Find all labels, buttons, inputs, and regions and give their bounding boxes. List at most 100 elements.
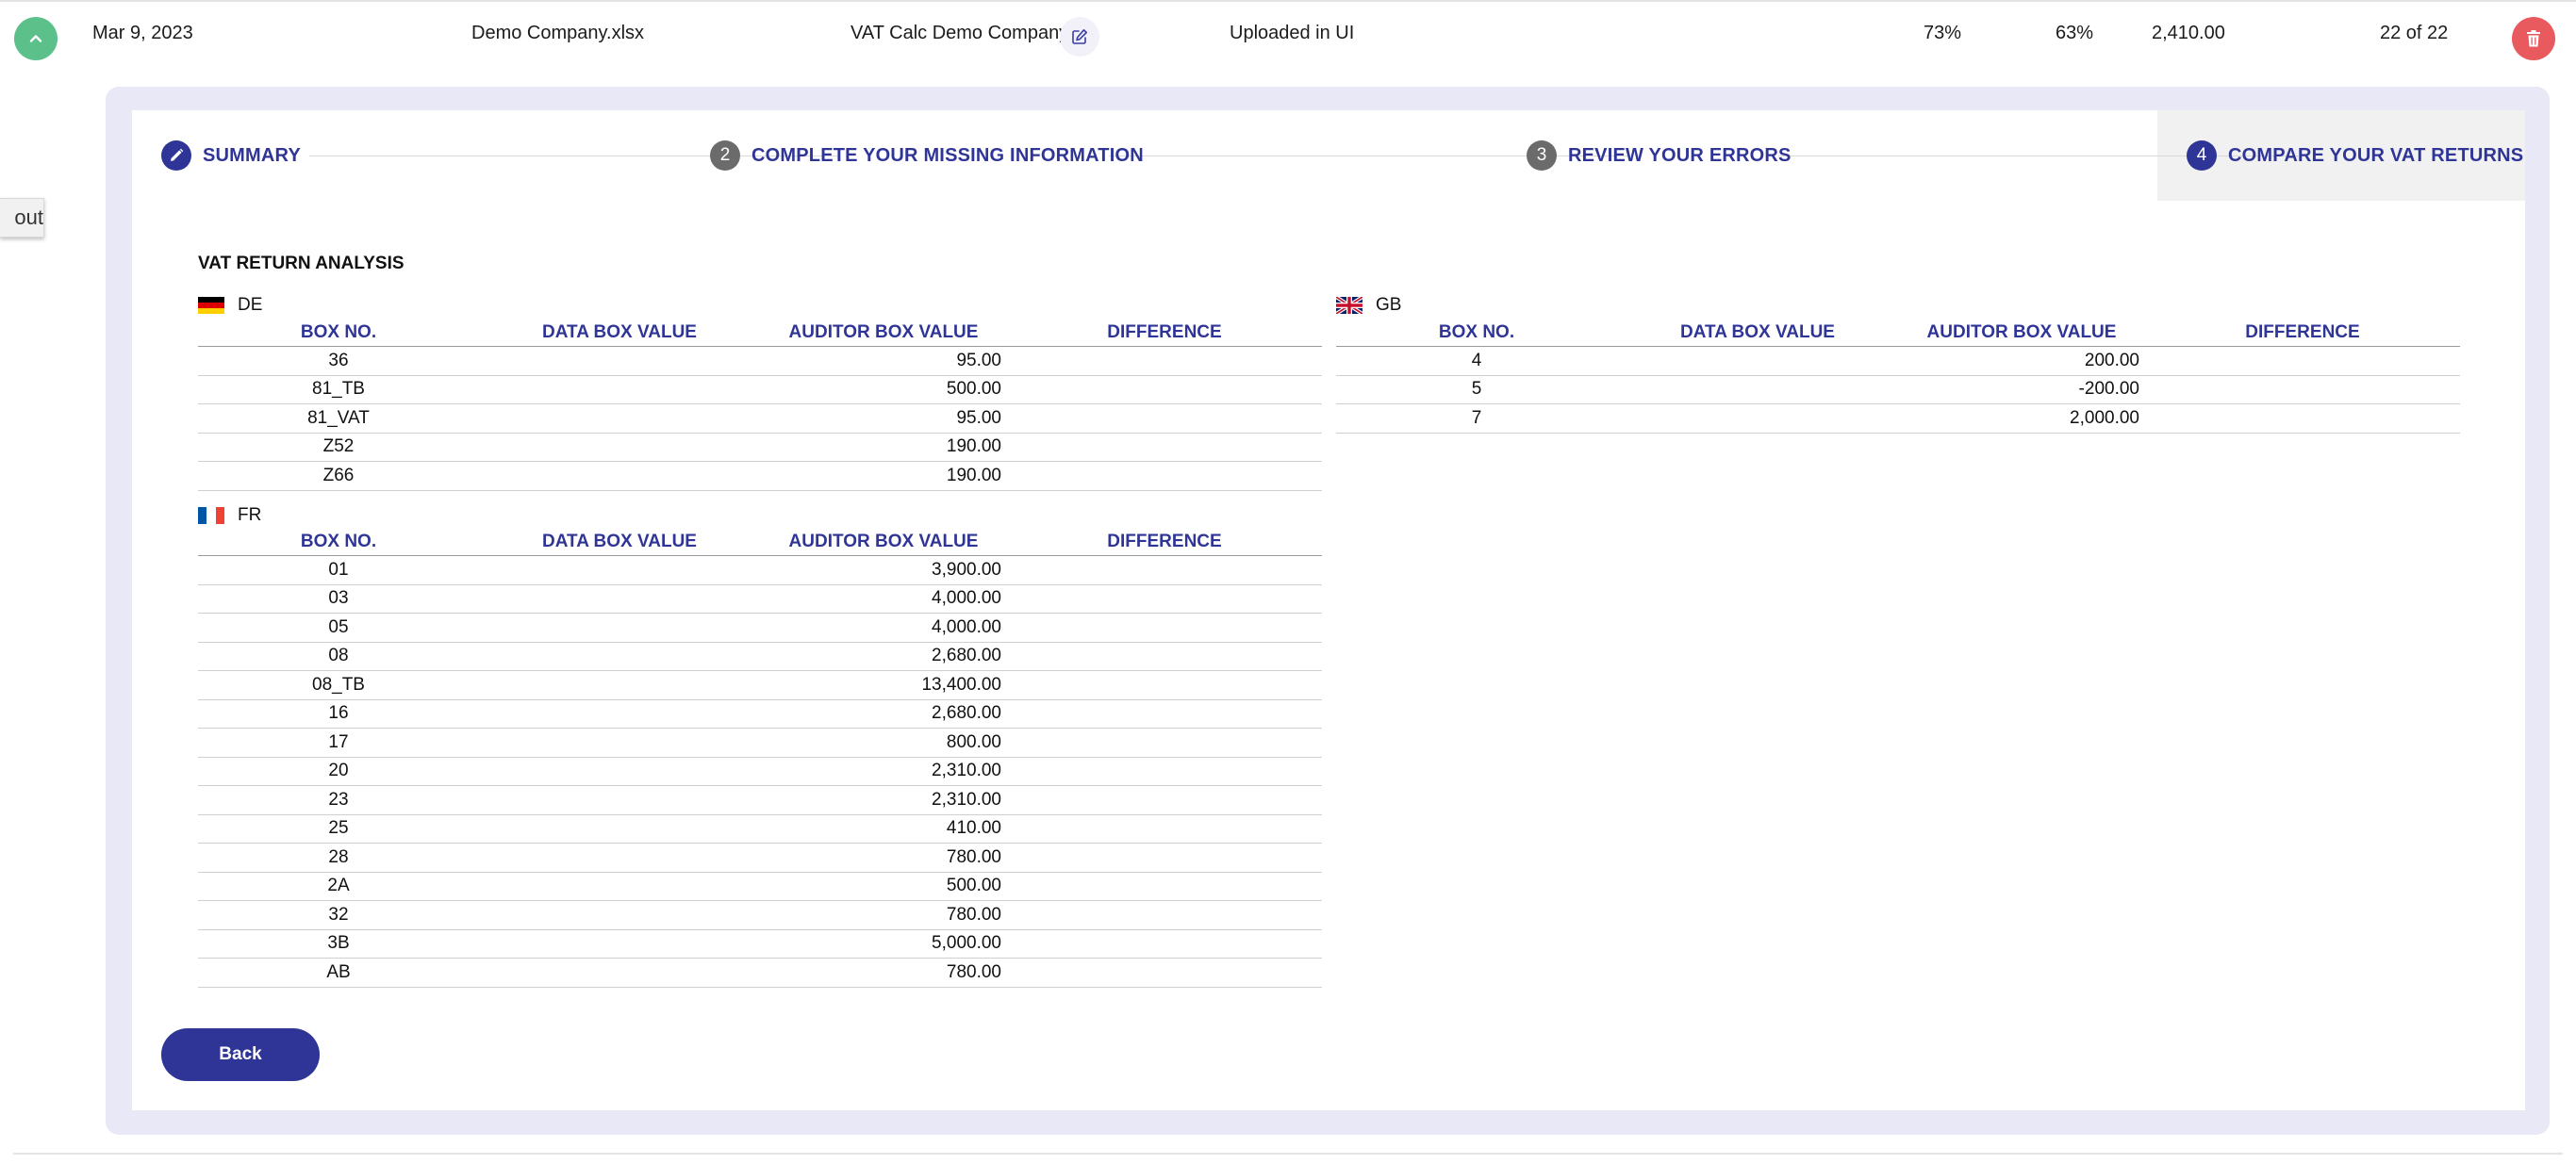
- table-row: 3B 5,000.00: [198, 929, 1322, 959]
- data-box-value-cell: [479, 958, 760, 988]
- difference-cell: [1007, 843, 1322, 873]
- box-number-cell: 3B: [198, 929, 479, 959]
- auditor-box-value-cell: 2,680.00: [760, 642, 1007, 671]
- country-code: DE: [238, 295, 263, 315]
- table-row: 36 95.00: [198, 346, 1322, 376]
- collapse-row-button[interactable]: [14, 17, 58, 60]
- auditor-box-value-cell: 190.00: [760, 433, 1007, 462]
- difference-cell: [1007, 872, 1322, 901]
- auditor-box-value-cell: 410.00: [760, 814, 1007, 844]
- table-row: 17 800.00: [198, 728, 1322, 758]
- step-label: COMPARE YOUR VAT RETURNS: [2228, 144, 2524, 166]
- data-box-value-cell: [479, 461, 760, 491]
- auditor-box-value-cell: 780.00: [760, 958, 1007, 988]
- table-row: 2A 500.00: [198, 872, 1322, 901]
- country-fr: FR: [198, 505, 261, 526]
- step-complete-missing-information[interactable]: 2 COMPLETE YOUR MISSING INFORMATION: [710, 110, 1144, 201]
- france-flag-icon: [198, 507, 224, 524]
- box-number-cell: 2A: [198, 872, 479, 901]
- column-header: BOX NO.: [198, 320, 479, 347]
- step-label: SUMMARY: [203, 144, 301, 166]
- germany-flag-icon: [198, 297, 224, 314]
- percent-one: 73%: [1924, 23, 1962, 43]
- country-code: FR: [238, 505, 262, 525]
- vat-table-gb: BOX NO. DATA BOX VALUE AUDITOR BOX VALUE…: [1336, 320, 2460, 434]
- column-header: DIFFERENCE: [2145, 320, 2460, 347]
- trash-icon: [2527, 30, 2540, 47]
- step-label: COMPLETE YOUR MISSING INFORMATION: [751, 144, 1144, 166]
- difference-cell: [1007, 757, 1322, 786]
- data-box-value-cell: [479, 699, 760, 729]
- side-tab[interactable]: out: [0, 198, 44, 238]
- table-header-row: BOX NO. DATA BOX VALUE AUDITOR BOX VALUE…: [198, 320, 1322, 347]
- difference-cell: [2145, 375, 2460, 404]
- table-row: 5 -200.00: [1336, 375, 2460, 404]
- difference-cell: [1007, 584, 1322, 614]
- difference-cell: [1007, 403, 1322, 434]
- delete-row-button[interactable]: [2512, 17, 2555, 60]
- table-row: 28 780.00: [198, 843, 1322, 873]
- table-row: 81_VAT 95.00: [198, 403, 1322, 434]
- percent-two: 63%: [2056, 23, 2094, 43]
- detail-content: SUMMARY 2 COMPLETE YOUR MISSING INFORMAT…: [132, 110, 2525, 1110]
- edit-company-button[interactable]: [1060, 17, 1099, 57]
- auditor-box-value-cell: 4,000.00: [760, 613, 1007, 643]
- box-number-cell: 25: [198, 814, 479, 844]
- column-header: DIFFERENCE: [1007, 529, 1322, 556]
- auditor-box-value-cell: 500.00: [760, 872, 1007, 901]
- step-number: 2: [710, 140, 740, 171]
- pencil-icon: [161, 140, 191, 171]
- upload-date: Mar 9, 2023: [92, 23, 193, 43]
- difference-cell: [1007, 642, 1322, 671]
- back-button[interactable]: Back: [161, 1028, 320, 1081]
- box-number-cell: 08_TB: [198, 670, 479, 700]
- box-number-cell: 16: [198, 699, 479, 729]
- data-box-value-cell: [479, 584, 760, 614]
- data-box-value-cell: [479, 900, 760, 930]
- difference-cell: [2145, 346, 2460, 376]
- united-kingdom-flag-icon: [1336, 297, 1362, 314]
- table-row: 16 2,680.00: [198, 699, 1322, 729]
- table-row: 25 410.00: [198, 814, 1322, 844]
- auditor-box-value-cell: 2,680.00: [760, 699, 1007, 729]
- data-box-value-cell: [1617, 403, 1898, 434]
- country-gb: GB: [1336, 295, 1401, 316]
- auditor-box-value-cell: 780.00: [760, 843, 1007, 873]
- auditor-box-value-cell: 95.00: [760, 403, 1007, 434]
- auditor-box-value-cell: 4,000.00: [760, 584, 1007, 614]
- auditor-box-value-cell: 780.00: [760, 900, 1007, 930]
- data-box-value-cell: [479, 785, 760, 815]
- box-number-cell: 17: [198, 728, 479, 758]
- difference-cell: [1007, 433, 1322, 462]
- data-box-value-cell: [479, 872, 760, 901]
- table-row: 08 2,680.00: [198, 642, 1322, 671]
- difference-cell: [1007, 929, 1322, 959]
- country-code: GB: [1376, 295, 1402, 315]
- difference-cell: [1007, 613, 1322, 643]
- data-box-value-cell: [479, 728, 760, 758]
- box-number-cell: 20: [198, 757, 479, 786]
- auditor-box-value-cell: 800.00: [760, 728, 1007, 758]
- step-compare-vat-returns[interactable]: 4 COMPARE YOUR VAT RETURNS: [2187, 110, 2523, 201]
- row-divider: [13, 1153, 2563, 1155]
- table-row: 05 4,000.00: [198, 613, 1322, 643]
- step-review-errors[interactable]: 3 REVIEW YOUR ERRORS: [1527, 110, 1792, 201]
- auditor-box-value-cell: 190.00: [760, 461, 1007, 491]
- transaction-count: 22 of 22: [2380, 23, 2449, 43]
- column-header: AUDITOR BOX VALUE: [760, 529, 1007, 556]
- box-number-cell: 08: [198, 642, 479, 671]
- table-row: 23 2,310.00: [198, 785, 1322, 815]
- column-header: DATA BOX VALUE: [479, 320, 760, 347]
- table-row: 08_TB 13,400.00: [198, 670, 1322, 700]
- data-box-value-cell: [1617, 375, 1898, 404]
- box-number-cell: 03: [198, 584, 479, 614]
- stepper: SUMMARY 2 COMPLETE YOUR MISSING INFORMAT…: [132, 110, 2525, 201]
- box-number-cell: AB: [198, 958, 479, 988]
- upload-row: Mar 9, 2023 Demo Company.xlsx VAT Calc D…: [0, 0, 2576, 70]
- auditor-box-value-cell: 2,310.00: [760, 757, 1007, 786]
- auditor-box-value-cell: 200.00: [1898, 346, 2145, 376]
- box-number-cell: Z52: [198, 433, 479, 462]
- file-name: Demo Company.xlsx: [471, 23, 645, 43]
- data-box-value-cell: [479, 555, 760, 585]
- step-summary[interactable]: SUMMARY: [161, 110, 301, 201]
